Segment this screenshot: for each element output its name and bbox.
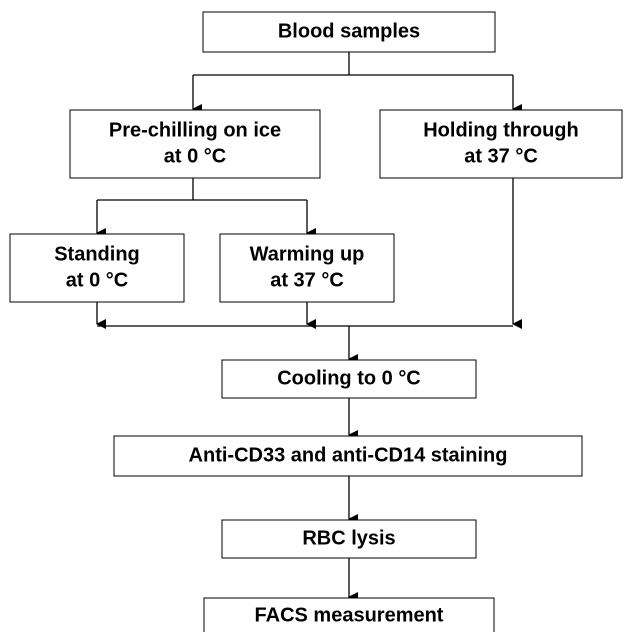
connector: [97, 178, 307, 201]
node-box: [379, 109, 623, 179]
connector: [193, 52, 513, 76]
node-box: [221, 519, 477, 559]
node-label: FACS measurement: [255, 604, 444, 626]
node-label: at 0 °C: [66, 269, 128, 291]
node-box: [113, 435, 583, 477]
node-label: Warming up: [250, 243, 365, 265]
node-box: [203, 597, 495, 632]
node-box: [221, 359, 477, 399]
node-label: at 37 °C: [464, 145, 538, 167]
connectors: [96, 52, 522, 602]
node-box: [9, 233, 185, 303]
node-label: Pre-chilling on ice: [109, 119, 281, 141]
node-box: [219, 233, 395, 303]
node-label: Blood samples: [278, 20, 420, 42]
node-label: Standing: [54, 243, 140, 265]
node-label: at 0 °C: [164, 145, 226, 167]
node-label: RBC lysis: [302, 527, 395, 549]
node-box: [202, 11, 496, 53]
node-label: Cooling to 0 °C: [277, 367, 421, 389]
node-label: at 37 °C: [270, 269, 344, 291]
node-label: Holding through: [423, 119, 579, 141]
node-box: [69, 109, 321, 179]
node-label: Anti-CD33 and anti-CD14 staining: [189, 444, 508, 466]
